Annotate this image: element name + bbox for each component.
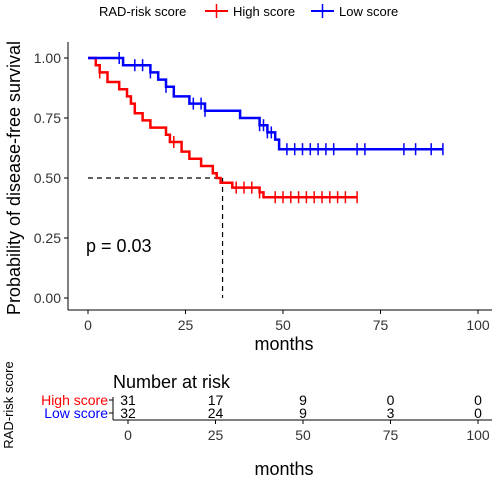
x-tick-label: 50 [275, 317, 291, 333]
risk-table: Number at risk RAD-risk score High score… [1, 361, 492, 479]
legend-label-high: High score [233, 4, 295, 19]
median-lines [88, 177, 224, 298]
y-tick-label: 0.00 [34, 290, 61, 306]
x-tick-label: 75 [373, 317, 389, 333]
x-tick-label: 100 [466, 317, 490, 333]
y-ticks: 0.00 0.25 0.50 0.75 1.00 [34, 50, 68, 306]
y-tick-label: 1.00 [34, 50, 61, 66]
risk-table-title: Number at risk [113, 372, 231, 392]
risk-row-name: Low score [44, 405, 108, 421]
legend-title: RAD-risk score [99, 4, 186, 19]
risk-x-tick-label: 100 [466, 427, 490, 443]
risk-cell: 31 [120, 392, 136, 408]
survival-curve-low [88, 56, 443, 151]
y-tick-label: 0.50 [34, 170, 61, 186]
risk-table-x-label: months [254, 459, 313, 479]
risk-table-y-label: RAD-risk score [1, 361, 16, 448]
risk-cell: 0 [474, 405, 482, 421]
risk-cell: 32 [120, 405, 136, 421]
risk-x-tick-label: 0 [124, 427, 132, 443]
risk-cell: 0 [387, 392, 395, 408]
p-value-annotation: p = 0.03 [86, 236, 152, 256]
y-axis-label: Probability of disease-free survival [4, 41, 24, 315]
survival-curve-high [88, 56, 358, 199]
risk-cell: 17 [208, 392, 224, 408]
x-tick-label: 25 [178, 317, 194, 333]
risk-cell: 9 [299, 405, 307, 421]
risk-table-x-ticks: 0 25 50 75 100 [124, 420, 490, 443]
risk-cell: 3 [387, 405, 395, 421]
y-tick-label: 0.75 [34, 110, 61, 126]
risk-x-tick-label: 25 [208, 427, 224, 443]
survival-curves [88, 52, 444, 204]
risk-row-name: High score [41, 392, 108, 408]
x-axis-label: months [254, 334, 313, 354]
km-plot: 0.00 0.25 0.50 0.75 1.00 0 25 50 75 100 p = 0.03… [4, 41, 492, 354]
legend: RAD-risk score High score Low score [99, 4, 398, 19]
risk-x-tick-label: 75 [383, 427, 399, 443]
y-tick-label: 0.25 [34, 230, 61, 246]
risk-cell: 0 [474, 392, 482, 408]
risk-x-tick-label: 50 [295, 427, 311, 443]
risk-cell: 9 [299, 392, 307, 408]
x-tick-label: 0 [84, 317, 92, 333]
x-ticks: 0 25 50 75 100 [84, 310, 490, 333]
risk-cell: 24 [208, 405, 224, 421]
legend-label-low: Low score [339, 4, 398, 19]
